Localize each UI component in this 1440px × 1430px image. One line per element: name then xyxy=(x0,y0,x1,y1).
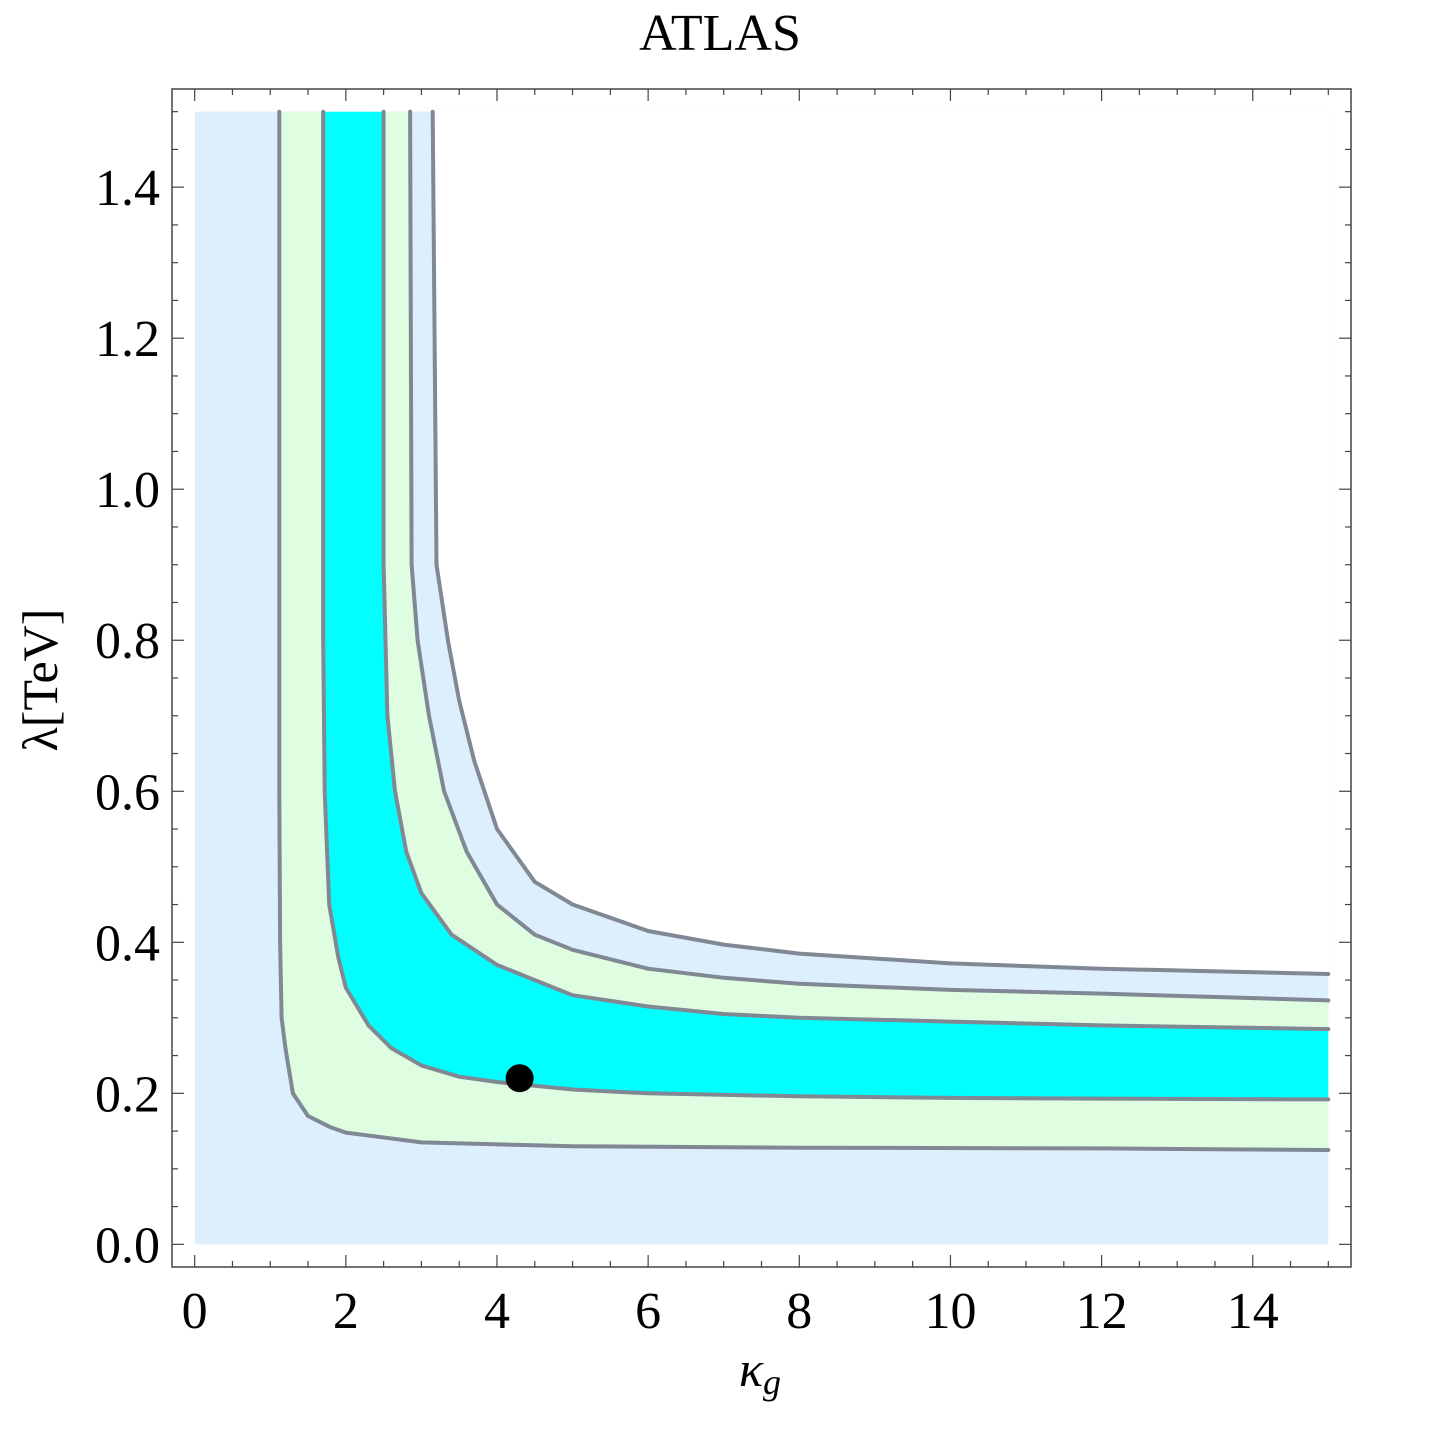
contour-line-c3 xyxy=(381,109,1331,1032)
y-axis-label: λ[TeV] xyxy=(12,608,68,752)
x-axis-label: κg xyxy=(700,1340,820,1403)
x-tick-label: 14 xyxy=(1227,1283,1279,1340)
contour-lines xyxy=(277,109,1331,1152)
contour-regions xyxy=(194,111,1329,1245)
y-tick-label: 0.4 xyxy=(95,915,160,972)
chart-title: ATLAS xyxy=(639,5,801,62)
x-tick-label: 2 xyxy=(333,1283,359,1340)
y-tick-label: 1.0 xyxy=(95,462,160,519)
y-tick-label: 1.4 xyxy=(95,160,160,217)
tick-labels: 0 2 4 6 8 10 12 14 0.0 0.2 0.4 0.6 0.8 1.0 1.2 1.4 xyxy=(95,160,1279,1340)
contour-line-c4 xyxy=(408,109,1331,1003)
x-tick-label: 6 xyxy=(635,1283,661,1340)
y-tick-label: 0.6 xyxy=(95,764,160,821)
y-tick-label: 0.8 xyxy=(95,613,160,670)
y-tick-label: 0.2 xyxy=(95,1066,160,1123)
region-one-sigma xyxy=(323,111,1329,1100)
x-axis-label-subscript: g xyxy=(763,1362,781,1402)
y-tick-label: 1.2 xyxy=(95,311,160,368)
contour-line-c5 xyxy=(430,109,1331,976)
x-tick-label: 4 xyxy=(484,1283,510,1340)
best-fit-layer xyxy=(505,1064,534,1093)
contour-line-c2 xyxy=(321,109,1331,1102)
region-excluded xyxy=(432,111,1329,974)
x-tick-label: 0 xyxy=(182,1283,208,1340)
x-tick-label: 8 xyxy=(786,1283,812,1340)
x-tick-label: 10 xyxy=(924,1283,976,1340)
x-tick-label: 12 xyxy=(1076,1283,1128,1340)
contour-line-c1 xyxy=(277,109,1331,1152)
x-axis-label-symbol: κ xyxy=(739,1341,763,1397)
y-tick-label: 0.0 xyxy=(95,1217,160,1274)
axis-ticks xyxy=(172,89,1351,1267)
best-fit-point xyxy=(505,1064,534,1093)
